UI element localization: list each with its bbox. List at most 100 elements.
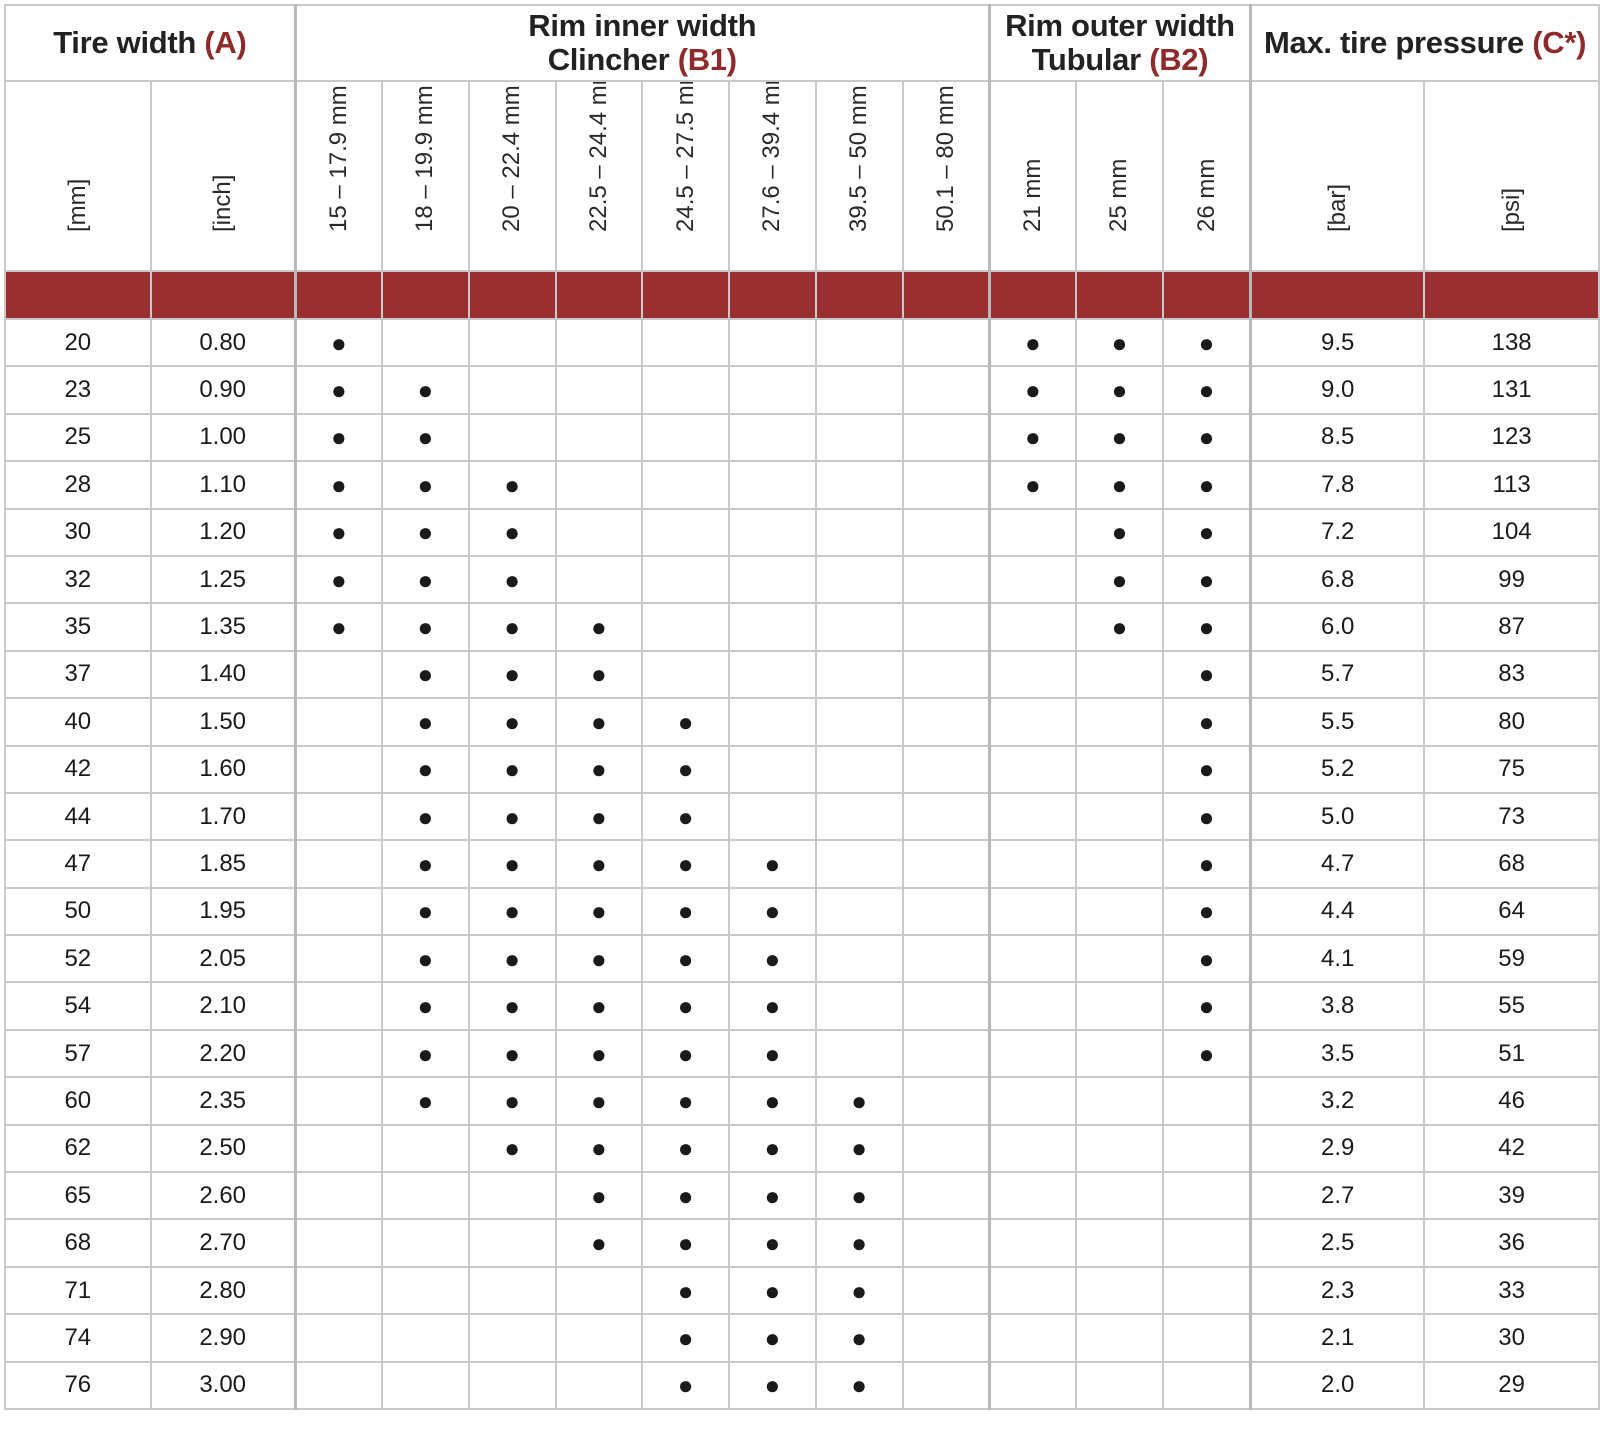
col-header-tire-0: [mm] (4, 80, 152, 272)
clincher-cell (728, 460, 817, 510)
tubular-cell (1161, 1076, 1252, 1126)
clincher-cell: ● (554, 649, 644, 700)
compatible-dot-icon: ● (331, 375, 347, 406)
clincher-cell (728, 791, 817, 842)
compatible-dot-icon: ● (1111, 612, 1128, 643)
compatible-dot-icon: ● (331, 612, 347, 643)
tire-width-inch-cell: 0.80 (149, 317, 297, 368)
pressure-bar-cell: 7.2 (1249, 507, 1426, 557)
tubular-cell (1075, 1171, 1164, 1221)
tire-width-mm-cell: 76 (4, 1360, 152, 1410)
band-cell (641, 270, 731, 320)
col-header-clincher-7-text: 50.1 – 80 mm (931, 85, 959, 232)
compatible-dot-icon: ● (764, 1228, 781, 1259)
band-cell (467, 270, 557, 320)
table-row: 44 1.70 ● ● ● ● ● 5.0 73 (4, 791, 1600, 842)
clincher-cell (641, 317, 731, 368)
compatible-dot-icon: ● (1198, 659, 1215, 690)
compatible-dot-icon: ● (1111, 327, 1128, 358)
clincher-cell (381, 1265, 470, 1316)
pressure-bar-cell: 7.8 (1249, 460, 1426, 510)
tubular-cell: ● (1161, 1028, 1252, 1079)
tire-width-inch-cell: 1.50 (149, 697, 297, 747)
clincher-cell (467, 1171, 557, 1221)
clincher-cell (293, 791, 384, 842)
clincher-cell (901, 1028, 991, 1079)
clincher-cell: ● (381, 460, 470, 510)
clincher-cell (901, 791, 991, 842)
tubular-cell: ● (1075, 365, 1164, 415)
clincher-cell (814, 317, 904, 368)
band-cell (1423, 270, 1600, 320)
compatible-dot-icon: ● (591, 1038, 607, 1069)
tire-width-mm-cell: 71 (4, 1265, 152, 1316)
clincher-cell (641, 554, 731, 605)
pressure-psi-cell: 55 (1423, 981, 1600, 1031)
tubular-cell: ● (987, 412, 1078, 463)
tire-width-mm-cell: 20 (4, 317, 152, 368)
compatible-dot-icon: ● (677, 1085, 694, 1116)
tire-width-inch-cell: 1.10 (149, 460, 297, 510)
clincher-cell: ● (381, 1076, 470, 1126)
clincher-cell: ● (641, 1218, 731, 1268)
tubular-cell (1075, 1218, 1164, 1268)
tubular-cell (987, 1076, 1078, 1126)
clincher-cell: ● (728, 839, 817, 889)
clincher-cell (641, 365, 731, 415)
tire-width-mm-cell: 60 (4, 1076, 152, 1126)
pressure-bar-cell: 2.0 (1249, 1360, 1426, 1410)
compatible-dot-icon: ● (417, 612, 434, 643)
table-row: 35 1.35 ● ● ● ● ● ● 6.0 87 (4, 602, 1600, 652)
clincher-cell: ● (554, 934, 644, 984)
band-cell (901, 270, 991, 320)
compatible-dot-icon: ● (1198, 469, 1215, 500)
tubular-cell: ● (1161, 744, 1252, 794)
clincher-cell (293, 1171, 384, 1221)
tubular-cell (1161, 1265, 1252, 1316)
compatible-dot-icon: ● (677, 943, 694, 974)
clincher-cell: ● (728, 934, 817, 984)
compatible-dot-icon: ● (1198, 327, 1215, 358)
clincher-cell: ● (467, 981, 557, 1031)
tire-width-mm-cell: 57 (4, 1028, 152, 1079)
col-header-clincher-6: 39.5 – 50 mm (814, 80, 904, 272)
table-row: 30 1.20 ● ● ● ● ● 7.2 104 (4, 507, 1600, 557)
col-header-tire-1-text: [inch] (208, 174, 236, 232)
tubular-cell (987, 649, 1078, 700)
clincher-cell: ● (641, 697, 731, 747)
tubular-cell (1075, 1360, 1164, 1410)
clincher-cell (467, 1265, 557, 1316)
compatible-dot-icon: ● (677, 754, 694, 785)
clincher-cell (293, 1123, 384, 1174)
compatible-dot-icon: ● (851, 1085, 867, 1116)
tubular-cell (1161, 1218, 1252, 1268)
tire-width-inch-cell: 2.70 (149, 1218, 297, 1268)
tire-width-code: (A) (204, 25, 247, 60)
col-header-pressure-1: [psi] (1423, 80, 1600, 272)
clincher-cell: ● (814, 1218, 904, 1268)
col-header-clincher-4: 24.5 – 27.5 mm (641, 80, 731, 272)
clincher-cell: ● (381, 602, 470, 652)
table-row: 25 1.00 ● ● ● ● ● 8.5 123 (4, 412, 1600, 463)
clincher-cell (554, 365, 644, 415)
compatible-dot-icon: ● (1198, 612, 1215, 643)
clincher-cell: ● (641, 934, 731, 984)
table-row: 50 1.95 ● ● ● ● ● ● 4.4 64 (4, 886, 1600, 937)
tubular-cell (987, 934, 1078, 984)
compatible-dot-icon: ● (504, 896, 520, 927)
clincher-cell: ● (381, 886, 470, 937)
clincher-cell (293, 697, 384, 747)
clincher-cell (814, 934, 904, 984)
clincher-cell: ● (814, 1313, 904, 1363)
pressure-bar-cell: 3.2 (1249, 1076, 1426, 1126)
clincher-cell (728, 554, 817, 605)
clincher-cell: ● (381, 365, 470, 415)
tubular-cell (987, 602, 1078, 652)
pressure-bar-cell: 3.5 (1249, 1028, 1426, 1079)
table-row: 57 2.20 ● ● ● ● ● ● 3.5 51 (4, 1028, 1600, 1079)
compatible-dot-icon: ● (417, 754, 434, 785)
clincher-cell (554, 1360, 644, 1410)
clincher-cell: ● (467, 791, 557, 842)
sub-header-row: [mm] [inch] 15 – 17.9 mm 18 – 19.9 mm 20 – 2… (4, 80, 1600, 272)
tubular-cell: ● (1075, 554, 1164, 605)
